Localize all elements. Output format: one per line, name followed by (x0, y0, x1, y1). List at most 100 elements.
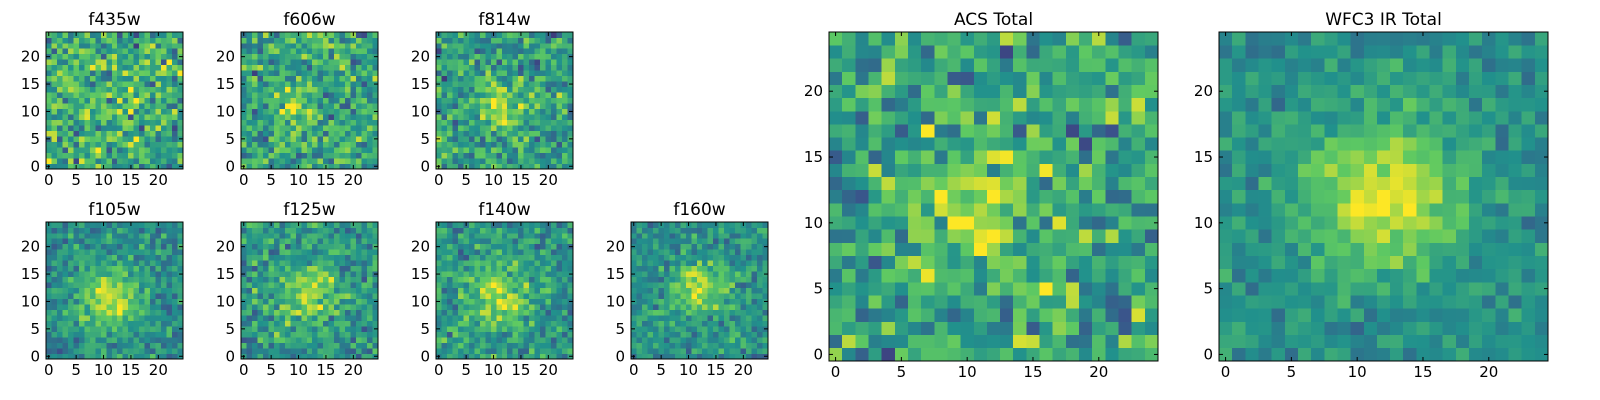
heatmap-cell (246, 232, 253, 239)
heatmap-cell (1039, 282, 1054, 296)
heatmap-cell (172, 353, 178, 360)
heatmap-cell (334, 53, 340, 60)
heatmap-cell (367, 282, 373, 289)
heatmap-cell (241, 315, 247, 321)
heatmap-cell (350, 64, 357, 71)
heatmap-cell (46, 48, 52, 55)
heatmap-cell (446, 287, 453, 294)
heatmap-cell (485, 163, 492, 170)
heatmap-cell (707, 287, 714, 294)
heatmap-cell (441, 232, 448, 239)
heatmap-cell (177, 125, 184, 131)
heatmap-cell (534, 32, 541, 38)
heatmap-cell (84, 81, 91, 88)
heatmap-cell (73, 348, 80, 354)
heatmap-cell (485, 271, 492, 278)
heatmap-cell (1013, 189, 1027, 204)
heatmap-cell (241, 320, 247, 327)
heatmap-cell (556, 309, 563, 316)
heatmap-cell (166, 130, 173, 137)
heatmap-cell (457, 147, 464, 153)
heatmap-cell (150, 254, 156, 261)
heatmap-cell (545, 304, 552, 310)
heatmap-cell (757, 326, 763, 332)
heatmap-cell (534, 42, 541, 49)
heatmap-cell (485, 53, 492, 60)
heatmap-cell (479, 254, 486, 261)
heatmap-cell (106, 222, 113, 228)
heatmap-cell (457, 158, 464, 164)
heatmap-cell (729, 315, 736, 321)
heatmap-cell (177, 141, 184, 148)
heatmap-cell (56, 243, 63, 250)
heatmap-cell (372, 75, 379, 82)
heatmap-cell (452, 265, 459, 272)
heatmap-cell (100, 86, 107, 93)
heatmap-cell (436, 227, 442, 234)
heatmap-cell (474, 298, 481, 305)
heatmap-cell (62, 136, 69, 142)
heatmap-cell (1118, 203, 1132, 217)
heatmap-cell (562, 119, 568, 126)
heatmap-cell (446, 304, 453, 310)
heatmap-cell (67, 48, 74, 55)
heatmap-cell (713, 238, 719, 245)
heatmap-cell (485, 227, 492, 234)
heatmap-cell (117, 108, 124, 115)
heatmap-cell (122, 276, 129, 283)
heatmap-cell (551, 103, 557, 110)
heatmap-cell (95, 163, 102, 170)
heatmap-cell (479, 119, 486, 126)
heatmap-cell (485, 337, 492, 343)
heatmap-cell (328, 136, 335, 142)
heatmap-cell (457, 222, 464, 228)
heatmap-cell (144, 136, 151, 142)
heatmap-cell (507, 141, 514, 148)
heatmap-cell (631, 309, 637, 316)
heatmap-cell (268, 53, 275, 60)
heatmap-cell (251, 97, 258, 104)
heatmap-cell (128, 287, 134, 294)
x-tick-label: 20 (149, 171, 168, 189)
heatmap-cell (512, 238, 519, 245)
heatmap-cell (312, 97, 319, 104)
heatmap-cell (73, 309, 80, 316)
heatmap-cell (567, 119, 574, 126)
heatmap-cell (290, 119, 297, 126)
heatmap-cell (1092, 229, 1106, 243)
heatmap-cell (474, 304, 481, 310)
heatmap-cell (139, 265, 145, 272)
heatmap-cell (556, 119, 563, 126)
heatmap-cell (907, 255, 922, 270)
heatmap-cell (512, 53, 519, 60)
heatmap-cell (1079, 216, 1093, 230)
heatmap-cell (947, 347, 961, 362)
heatmap-cell (345, 64, 351, 71)
heatmap-cell (251, 64, 258, 71)
heatmap-cell (306, 141, 313, 148)
heatmap-cell (345, 75, 351, 82)
heatmap-cell (257, 337, 264, 343)
heatmap-cell (177, 70, 184, 77)
heatmap-cell (372, 114, 379, 120)
heatmap-cell (881, 150, 896, 164)
axes-frame (630, 221, 769, 360)
heatmap-cell (241, 342, 247, 349)
heatmap-cell (166, 298, 173, 305)
heatmap-cell (100, 293, 107, 300)
heatmap-cell (73, 254, 80, 261)
heatmap-cell (907, 229, 922, 243)
heatmap-cell (1039, 216, 1054, 230)
heatmap-cell (1013, 295, 1027, 309)
heatmap-cell (735, 309, 741, 316)
heatmap-cell (545, 271, 552, 278)
heatmap-cell (446, 331, 453, 338)
heatmap-cell (490, 81, 497, 88)
heatmap-cell (56, 326, 63, 332)
heatmap-cell (301, 227, 308, 234)
heatmap-cell (251, 287, 258, 294)
heatmap-cell (106, 108, 113, 115)
heatmap-cell (150, 136, 156, 142)
heatmap-cell (290, 348, 297, 354)
heatmap-cell (273, 59, 280, 66)
